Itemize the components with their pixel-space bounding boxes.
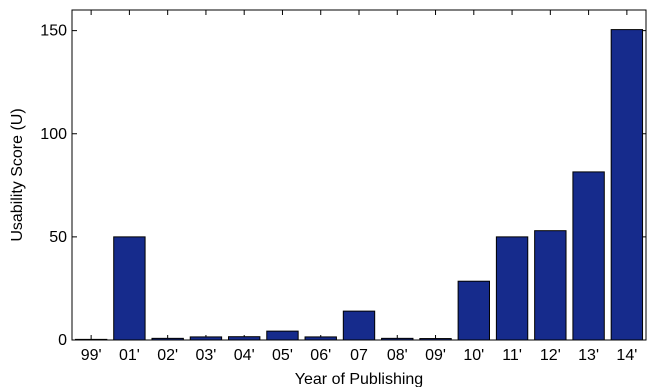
x-tick-label: 06'	[310, 347, 331, 364]
x-tick-label: 07	[350, 347, 368, 364]
bar	[151, 337, 184, 341]
bar	[572, 171, 605, 341]
y-axis-label: Usability Score (U)	[9, 108, 26, 241]
bar	[189, 336, 223, 341]
y-tick-label: 150	[40, 23, 67, 40]
x-tick-label: 02'	[157, 347, 178, 364]
bar	[342, 310, 376, 341]
x-tick-label: 99'	[81, 347, 102, 364]
bar	[457, 280, 490, 341]
x-tick-label: 01'	[119, 347, 140, 364]
x-tick-label: 14'	[616, 347, 637, 364]
x-tick-label: 12'	[540, 347, 561, 364]
x-tick-label: 09'	[425, 347, 446, 364]
x-tick-label: 08'	[387, 347, 408, 364]
y-tick-label: 0	[58, 332, 67, 349]
bar	[495, 236, 529, 341]
bar	[228, 336, 261, 341]
x-tick-label: 10'	[463, 347, 484, 364]
bar	[534, 230, 567, 341]
bar	[304, 336, 337, 341]
bars	[74, 29, 644, 341]
bar	[381, 337, 414, 341]
plot-area: 0 50 100 150 99' 01' 02' 03' 04' 05' 06' 07 08' 09' 1…	[40, 9, 647, 364]
bar	[266, 330, 299, 341]
x-axis-label: Year of Publishing	[295, 371, 423, 387]
y-tick-label: 50	[49, 229, 67, 246]
bar	[610, 29, 644, 341]
y-axis: 0 50 100 150	[40, 23, 646, 349]
x-tick-label: 03'	[196, 347, 217, 364]
x-tick-label: 04'	[234, 347, 255, 364]
x-tick-label: 13'	[578, 347, 599, 364]
y-tick-label: 100	[40, 126, 67, 143]
bar	[419, 338, 452, 341]
x-tick-label: 11'	[502, 347, 522, 364]
bar	[113, 236, 146, 341]
x-tick-label: 05'	[272, 347, 293, 364]
x-axis: 99' 01' 02' 03' 04' 05' 06' 07 08' 09' 10' 11' 12' 13…	[81, 10, 637, 364]
bar	[74, 338, 108, 341]
